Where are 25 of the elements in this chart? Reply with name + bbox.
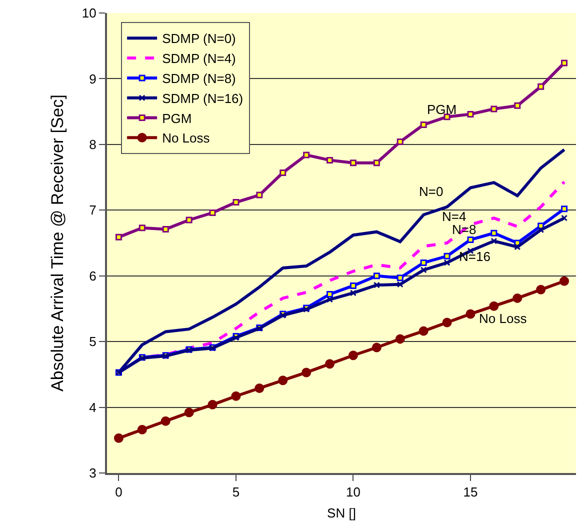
annotation: PGM <box>427 102 457 117</box>
annotation: N=16 <box>459 249 490 264</box>
x-tick-label: 0 <box>115 484 122 500</box>
legend-label: SDMP (N=4) <box>162 51 236 66</box>
y-tick-label: 4 <box>89 400 96 415</box>
x-axis-title: SN [] <box>327 506 356 521</box>
y-tick-label: 3 <box>89 466 96 481</box>
x-tick-label: 10 <box>346 484 360 500</box>
y-tick-label: 7 <box>89 202 96 218</box>
annotation: N=0 <box>419 184 444 199</box>
legend-label: SDMP (N=16) <box>162 90 244 106</box>
annotation: No Loss <box>479 311 528 326</box>
y-tick-label: 10 <box>82 6 96 21</box>
y-tick-label: 8 <box>89 136 96 152</box>
legend-label: SDMP (N=8) <box>162 71 236 86</box>
annotation: N=4 <box>442 209 466 224</box>
y-tick-label: 9 <box>89 71 96 86</box>
y-axis-title: Absolute Arrival Time @ Receiver [Sec] <box>48 94 67 392</box>
x-tick-label: 15 <box>463 484 478 500</box>
legend-label: PGM <box>162 110 192 126</box>
y-tick-label: 5 <box>89 334 96 350</box>
y-tick-label: 6 <box>89 268 96 284</box>
legend-label: No Loss <box>162 130 210 146</box>
x-tick-label: 5 <box>232 484 240 500</box>
legend-label: SDMP (N=0) <box>162 31 236 46</box>
